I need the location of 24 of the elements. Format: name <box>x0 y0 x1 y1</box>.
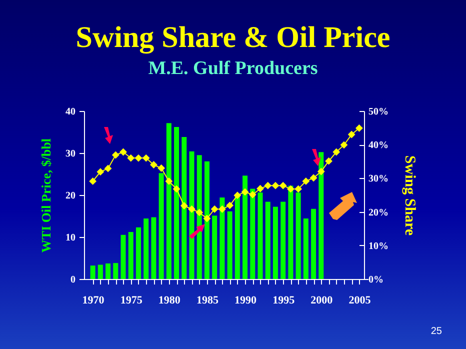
x-tick-label: 1970 <box>82 294 105 306</box>
y-tick-label: 0 <box>70 274 76 286</box>
x-tick-label: 1975 <box>120 294 143 306</box>
x-tick-label: 1990 <box>234 294 258 306</box>
x-tick-label: 1995 <box>272 294 296 306</box>
y-tick-label: 10 <box>66 232 76 244</box>
y-axis-title: WTI Oil Price, $/bbl <box>38 138 54 253</box>
y2-tick-label: 40% <box>368 140 388 152</box>
chart-title: Swing Share & Oil Price <box>76 21 390 54</box>
y2-tick-label: 0% <box>368 274 384 286</box>
chart-subtitle: M.E. Gulf Producers <box>148 58 318 79</box>
y-tick-label: 40 <box>66 106 76 118</box>
y2-tick-label: 20% <box>368 207 388 218</box>
y2-tick-label: 50% <box>368 106 388 118</box>
y-tick-label: 20 <box>66 190 76 202</box>
text: 25 <box>430 326 442 337</box>
y2-tick-label: 10% <box>368 240 388 252</box>
y-tick-label: 30 <box>66 148 76 160</box>
x-tick-label: 1980 <box>158 294 181 306</box>
y2-tick-label: 30% <box>368 174 388 185</box>
x-tick-label: 2000 <box>310 294 334 306</box>
y2-axis-title: Swing Share <box>402 155 418 236</box>
x-tick-label: 2005 <box>348 294 372 306</box>
x-tick-label: 1985 <box>196 294 219 306</box>
